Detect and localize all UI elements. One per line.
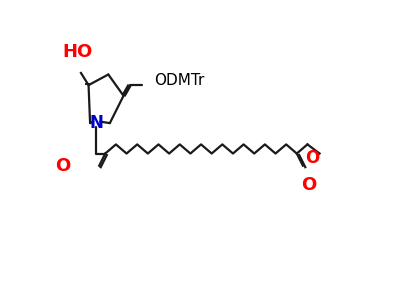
Text: O: O <box>305 149 320 167</box>
Text: HO: HO <box>63 43 93 61</box>
Text: ODMTr: ODMTr <box>154 73 204 88</box>
Text: N: N <box>89 114 103 132</box>
Text: O: O <box>301 176 316 195</box>
Text: O: O <box>55 157 70 175</box>
